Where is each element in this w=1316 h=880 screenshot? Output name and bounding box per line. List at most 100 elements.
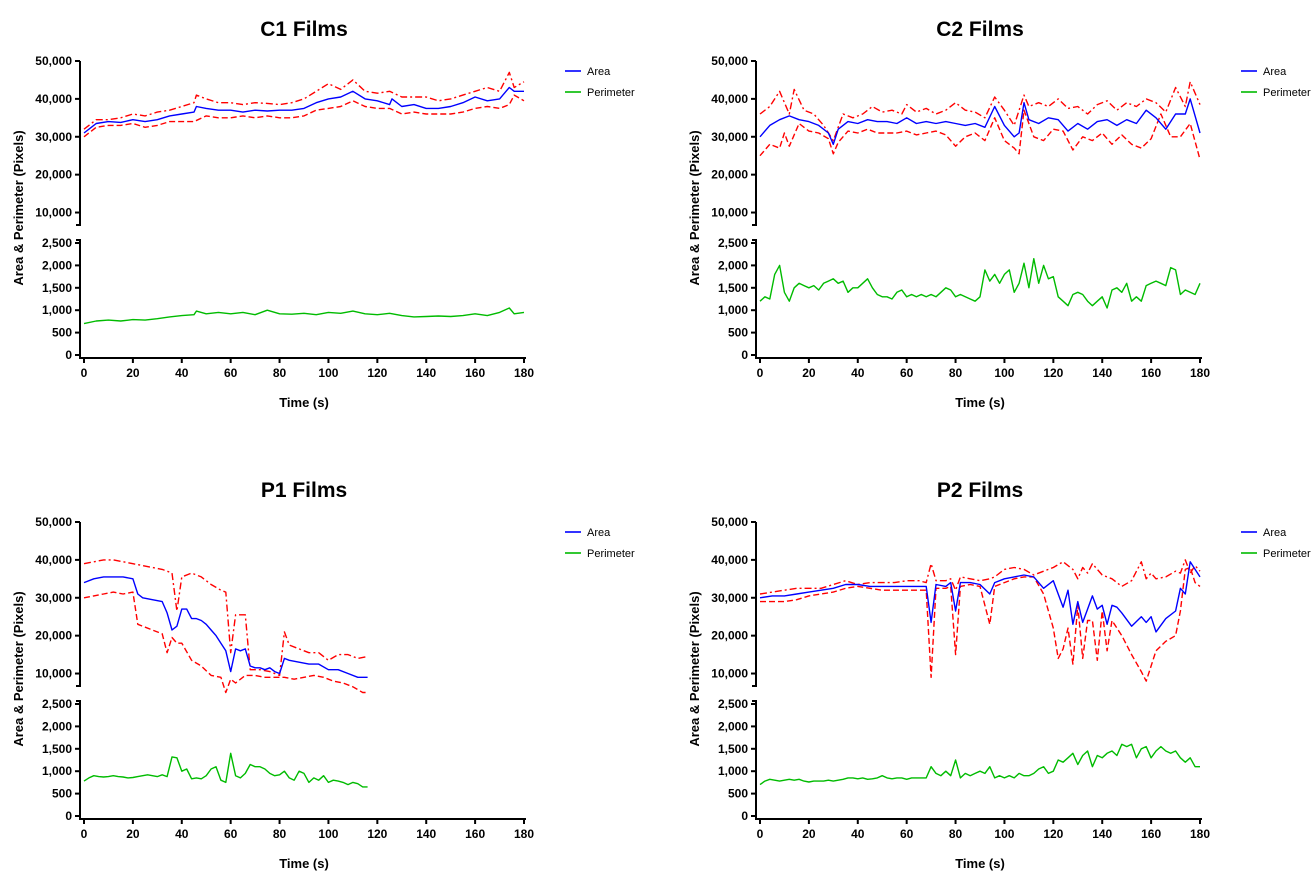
chart-panel: C1 Films 10,000 20,000 30,000 40,000 50,000 0 5… bbox=[11, 18, 635, 410]
y-tick-label: 50,000 bbox=[35, 54, 72, 68]
series-line-perimeter bbox=[83, 752, 368, 788]
legend-label-area: Area bbox=[1263, 66, 1287, 78]
y-axis-label: Area & Perimeter (Pixels) bbox=[687, 130, 702, 285]
legend-label-area: Area bbox=[587, 66, 611, 78]
legend-label-perimeter: Perimeter bbox=[1263, 548, 1311, 560]
y-tick-label: 10,000 bbox=[711, 206, 748, 220]
x-tick-label: 40 bbox=[175, 827, 189, 841]
y-tick-label: 40,000 bbox=[35, 553, 72, 567]
x-tick-label: 60 bbox=[224, 827, 238, 841]
legend-label-area: Area bbox=[587, 527, 611, 539]
x-tick-label: 180 bbox=[1190, 827, 1210, 841]
y-tick-label: 2,500 bbox=[718, 697, 748, 711]
y-tick-label: 2,500 bbox=[42, 236, 72, 250]
x-tick-label: 120 bbox=[367, 366, 387, 380]
y-tick-label: 1,500 bbox=[42, 281, 72, 295]
x-tick-label: 140 bbox=[1092, 827, 1112, 841]
x-tick-label: 180 bbox=[514, 366, 534, 380]
series-line-upper-bound bbox=[83, 559, 368, 677]
y-tick-label: 10,000 bbox=[711, 667, 748, 681]
series-line-area bbox=[759, 561, 1201, 633]
series-line-area bbox=[83, 576, 368, 679]
x-tick-label: 0 bbox=[81, 827, 88, 841]
y-tick-label: 50,000 bbox=[35, 515, 72, 529]
x-tick-label: 160 bbox=[1141, 827, 1161, 841]
x-tick-label: 120 bbox=[1043, 366, 1063, 380]
x-tick-label: 100 bbox=[994, 366, 1014, 380]
y-axis-label: Area & Perimeter (Pixels) bbox=[11, 130, 26, 285]
series-line-upper-bound bbox=[759, 81, 1201, 142]
x-tick-label: 100 bbox=[318, 366, 338, 380]
y-tick-label: 0 bbox=[741, 348, 748, 362]
y-tick-label: 1,500 bbox=[42, 742, 72, 756]
x-tick-label: 20 bbox=[802, 827, 816, 841]
x-tick-label: 40 bbox=[175, 366, 189, 380]
y-tick-label: 0 bbox=[741, 809, 748, 823]
x-tick-label: 100 bbox=[318, 827, 338, 841]
y-tick-label: 50,000 bbox=[711, 515, 748, 529]
y-tick-label: 1,000 bbox=[42, 303, 72, 317]
y-tick-label: 30,000 bbox=[711, 130, 748, 144]
series-line-area bbox=[759, 98, 1201, 146]
chart-panel: P1 Films 10,000 20,000 30,000 40,000 50,000 0 5… bbox=[11, 479, 635, 871]
x-tick-label: 0 bbox=[81, 366, 88, 380]
x-tick-label: 80 bbox=[273, 366, 287, 380]
x-tick-label: 140 bbox=[1092, 366, 1112, 380]
legend-label-perimeter: Perimeter bbox=[587, 548, 635, 560]
y-tick-label: 20,000 bbox=[711, 168, 748, 182]
y-tick-label: 0 bbox=[65, 809, 72, 823]
y-tick-label: 40,000 bbox=[711, 553, 748, 567]
chart-title: C1 Films bbox=[260, 18, 348, 41]
series-line-perimeter bbox=[83, 307, 525, 325]
y-tick-label: 20,000 bbox=[35, 168, 72, 182]
y-tick-label: 2,000 bbox=[718, 719, 748, 733]
series-line-upper-bound bbox=[759, 559, 1201, 595]
x-tick-label: 100 bbox=[994, 827, 1014, 841]
x-tick-label: 40 bbox=[851, 827, 865, 841]
x-tick-label: 60 bbox=[900, 827, 914, 841]
x-tick-label: 60 bbox=[224, 366, 238, 380]
legend-label-area: Area bbox=[1263, 527, 1287, 539]
series-line-perimeter bbox=[759, 258, 1201, 309]
legend-label-perimeter: Perimeter bbox=[1263, 87, 1311, 99]
y-tick-label: 2,000 bbox=[718, 258, 748, 272]
y-tick-label: 40,000 bbox=[711, 92, 748, 106]
chart-title: P2 Films bbox=[937, 479, 1023, 502]
y-axis-label: Area & Perimeter (Pixels) bbox=[687, 591, 702, 746]
y-tick-label: 500 bbox=[728, 326, 748, 340]
y-tick-label: 20,000 bbox=[35, 629, 72, 643]
y-tick-label: 1,000 bbox=[42, 764, 72, 778]
x-tick-label: 0 bbox=[757, 827, 764, 841]
y-tick-label: 1,500 bbox=[718, 742, 748, 756]
series-line-area bbox=[83, 86, 524, 134]
x-tick-label: 140 bbox=[416, 366, 436, 380]
y-tick-label: 0 bbox=[65, 348, 72, 362]
y-tick-label: 30,000 bbox=[711, 591, 748, 605]
y-tick-label: 30,000 bbox=[35, 591, 72, 605]
series-line-lower-bound bbox=[83, 591, 368, 694]
y-tick-label: 500 bbox=[52, 787, 72, 801]
x-tick-label: 80 bbox=[949, 366, 963, 380]
x-tick-label: 120 bbox=[1043, 827, 1063, 841]
x-tick-label: 40 bbox=[851, 366, 865, 380]
y-tick-label: 500 bbox=[52, 326, 72, 340]
x-axis-label: Time (s) bbox=[955, 395, 1005, 410]
y-tick-label: 20,000 bbox=[711, 629, 748, 643]
y-tick-label: 2,500 bbox=[718, 236, 748, 250]
chart-title: C2 Films bbox=[936, 18, 1024, 41]
x-tick-label: 160 bbox=[1141, 366, 1161, 380]
y-tick-label: 1,500 bbox=[718, 281, 748, 295]
x-tick-label: 180 bbox=[1190, 366, 1210, 380]
x-tick-label: 80 bbox=[949, 827, 963, 841]
x-tick-label: 80 bbox=[273, 827, 287, 841]
y-tick-label: 40,000 bbox=[35, 92, 72, 106]
chart-title: P1 Films bbox=[261, 479, 347, 502]
chart-panel: C2 Films 10,000 20,000 30,000 40,000 50,000 0 5… bbox=[687, 18, 1311, 410]
x-tick-label: 20 bbox=[802, 366, 816, 380]
x-tick-label: 160 bbox=[465, 827, 485, 841]
y-tick-label: 10,000 bbox=[35, 667, 72, 681]
x-axis-label: Time (s) bbox=[279, 856, 329, 871]
chart-panel: P2 Films 10,000 20,000 30,000 40,000 50,000 0 5… bbox=[687, 479, 1311, 871]
y-tick-label: 30,000 bbox=[35, 130, 72, 144]
